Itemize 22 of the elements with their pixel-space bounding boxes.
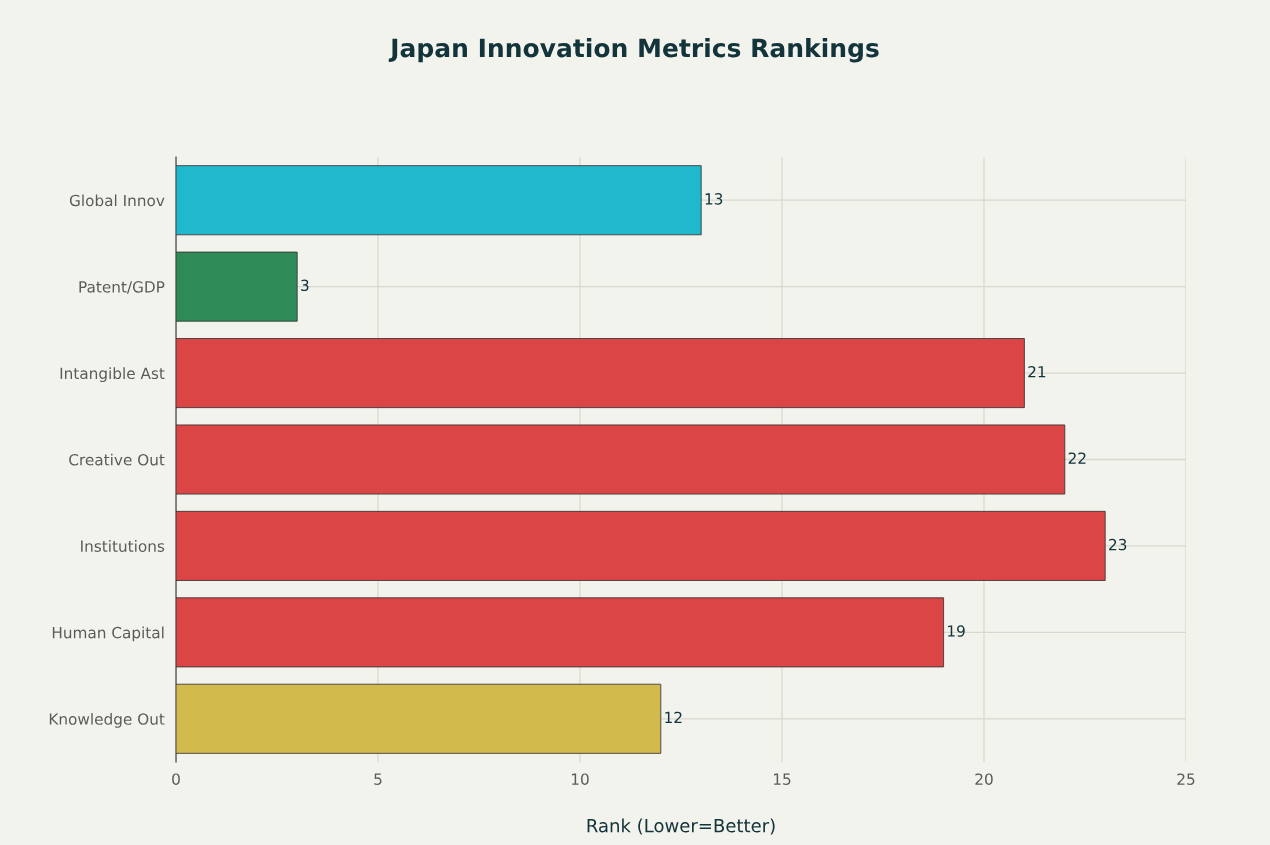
y-tick-label: Human Capital — [52, 626, 164, 642]
y-tick-label: Patent/GDP — [79, 281, 165, 294]
chart-title: Japan Innovation Metrics Rankings — [388, 38, 879, 63]
x-tick-label: 10 — [571, 773, 589, 785]
y-tick-label: Intangible Ast — [60, 367, 165, 383]
data-label: 12 — [665, 711, 682, 723]
data-label: 13 — [705, 193, 723, 205]
y-tick-label: Global Innov — [69, 194, 165, 207]
x-tick-label: 25 — [1177, 773, 1195, 785]
x-tick-label: 0 — [172, 773, 180, 785]
x-axis-title: Rank (Lower=Better) — [587, 818, 775, 835]
x-tick-label: 15 — [773, 773, 791, 785]
data-label: 22 — [1068, 452, 1086, 464]
y-tick-label: Institutions — [81, 540, 165, 552]
y-tick-label: Knowledge Out — [49, 712, 165, 728]
x-tick-label: 5 — [374, 773, 382, 785]
data-label: 19 — [948, 625, 965, 637]
data-label: 21 — [1028, 365, 1046, 378]
y-tick-label: Creative Out — [69, 453, 165, 466]
data-label: 3 — [301, 279, 309, 292]
data-label: 23 — [1109, 538, 1127, 551]
x-tick-label: 20 — [975, 773, 993, 785]
